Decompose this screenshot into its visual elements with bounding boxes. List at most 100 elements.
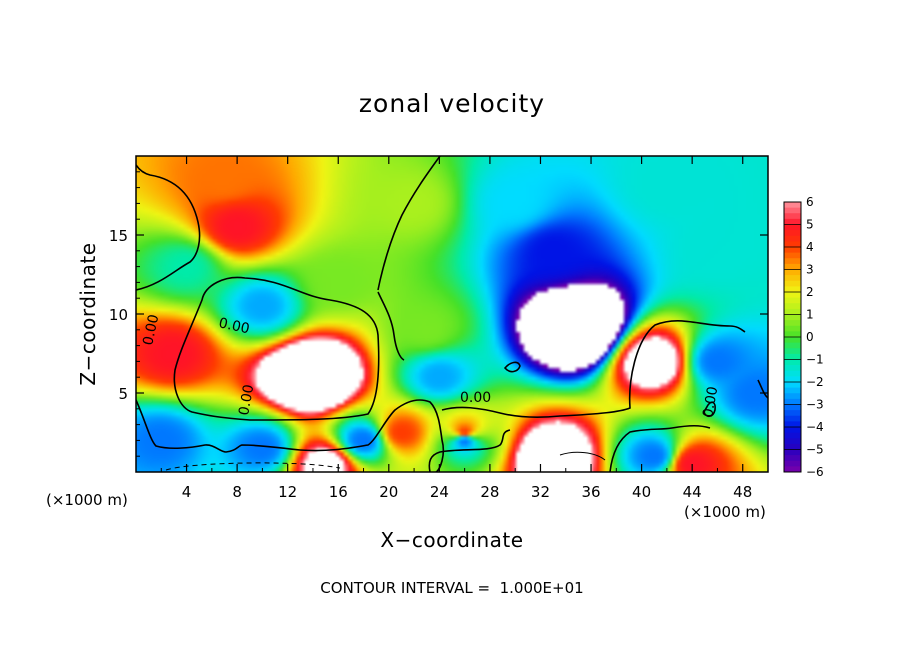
colorbar-label: 5 <box>806 218 814 232</box>
contour-line <box>757 379 768 399</box>
y-tick-label: 5 <box>118 385 128 403</box>
colorbar-swatch <box>784 320 801 327</box>
colorbar-swatch <box>784 393 801 400</box>
contour-line <box>503 361 521 373</box>
x-tick-label: 16 <box>329 483 348 501</box>
colorbar-swatch <box>784 438 801 445</box>
contour-line <box>377 156 441 291</box>
colorbar-swatch <box>784 370 801 377</box>
y-axis-title: Z−coordinate <box>76 242 100 385</box>
colorbar-label: 3 <box>806 263 814 277</box>
colorbar-swatch <box>784 224 801 231</box>
colorbar-swatch <box>784 342 801 349</box>
colorbar-label: −1 <box>806 353 824 367</box>
x-unit-right: (×1000 m) <box>684 503 766 521</box>
colorbar-swatch <box>784 365 801 372</box>
colorbar-swatch <box>784 427 801 434</box>
colorbar-swatch <box>784 331 801 338</box>
colorbar-swatch <box>784 308 801 315</box>
colorbar-swatch <box>784 460 801 467</box>
colorbar-swatch <box>784 258 801 265</box>
velocity-field-image <box>136 156 768 472</box>
contour-interval-footer: CONTOUR INTERVAL = 1.000E+01 <box>320 579 583 597</box>
contour-line <box>165 462 341 471</box>
colorbar-swatch <box>784 263 801 270</box>
contour-line <box>441 320 746 419</box>
colorbar-swatch <box>784 410 801 417</box>
contour-line <box>377 291 405 361</box>
x-axis: 4 8 12 16 20 24 28 32 36 40 44 48 <box>160 156 752 501</box>
contour-line <box>173 276 380 421</box>
zero-contours <box>136 156 768 472</box>
contour-label: 0.00 <box>236 383 257 416</box>
colorbar-swatch <box>784 387 801 394</box>
colorbar-swatch <box>784 202 801 209</box>
colorbar-swatch <box>784 280 801 287</box>
colorbar-swatch <box>784 213 801 220</box>
colorbar-swatch <box>784 230 801 237</box>
colorbar-swatch <box>784 241 801 248</box>
colorbar: 6 5 4 3 2 1 0 −1 −2 −3 −4 −5 −6 <box>783 195 824 479</box>
colorbar-swatch <box>784 275 801 282</box>
colorbar-swatch <box>784 353 801 360</box>
x-tick-label: 44 <box>683 483 702 501</box>
contour-label: 0.00 <box>700 385 721 418</box>
x-tick-label: 36 <box>581 483 600 501</box>
colorbar-swatch <box>784 218 801 225</box>
colorbar-swatch <box>784 376 801 383</box>
contour-labels: 0.00 0.00 0.00 0.00 0.00 <box>140 313 721 419</box>
x-tick-label: 32 <box>531 483 550 501</box>
colorbar-swatch <box>784 297 801 304</box>
y-tick-label: 10 <box>109 306 128 324</box>
colorbar-swatch <box>784 292 801 299</box>
chart-title: zonal velocity <box>359 89 545 118</box>
colorbar-swatch <box>784 466 801 473</box>
colorbar-label: −2 <box>806 375 824 389</box>
colorbar-swatch <box>784 207 801 214</box>
colorbar-swatch <box>784 398 801 405</box>
x-tick-label: 24 <box>430 483 449 501</box>
contour-line <box>136 164 201 291</box>
colorbar-label: −6 <box>806 465 824 479</box>
colorbar-label: 0 <box>806 330 814 344</box>
colorbar-swatch <box>784 455 801 462</box>
x-tick-label: 20 <box>379 483 398 501</box>
x-tick-label: 28 <box>480 483 499 501</box>
colorbar-swatch <box>784 247 801 254</box>
colorbar-swatch <box>784 269 801 276</box>
x-tick-label: 4 <box>182 483 192 501</box>
x-unit-left: (×1000 m) <box>46 491 128 509</box>
colorbar-swatch <box>784 415 801 422</box>
colorbar-swatch <box>784 432 801 439</box>
contour-line <box>428 429 511 472</box>
x-tick-label: 40 <box>632 483 651 501</box>
colorbar-label: 6 <box>806 195 814 209</box>
colorbar-label: −4 <box>806 420 824 434</box>
contour-line <box>703 401 716 418</box>
colorbar-swatch <box>784 235 801 242</box>
x-tick-label: 12 <box>278 483 297 501</box>
colorbar-swatch <box>784 359 801 366</box>
colorbar-label: −5 <box>806 443 824 457</box>
contour-line <box>136 399 301 453</box>
colorbar-label: 1 <box>806 308 814 322</box>
contour-label: 0.00 <box>460 390 491 406</box>
colorbar-swatch <box>784 404 801 411</box>
contour-line <box>299 399 445 472</box>
contour-label: 0.00 <box>140 313 162 347</box>
x-tick-label: 8 <box>232 483 242 501</box>
colorbar-swatch <box>784 252 801 259</box>
colorbar-swatch <box>784 314 801 321</box>
contour-label: 0.00 <box>217 315 251 337</box>
colorbar-swatch <box>784 382 801 389</box>
colorbar-swatch <box>784 337 801 344</box>
contour-line <box>609 424 711 472</box>
y-axis: 5 10 15 <box>109 171 768 457</box>
colorbar-label: 2 <box>806 285 814 299</box>
colorbar-swatch <box>784 443 801 450</box>
colorbar-swatch <box>784 303 801 310</box>
colorbar-label: 4 <box>806 240 814 254</box>
y-tick-label: 15 <box>109 227 128 245</box>
colorbar-swatch <box>784 286 801 293</box>
